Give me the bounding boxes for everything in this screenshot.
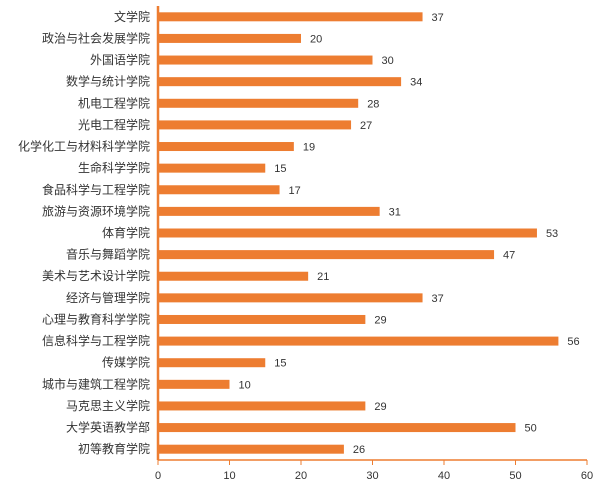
x-tick-label: 0	[155, 470, 161, 482]
bar	[158, 77, 402, 87]
value-label: 37	[432, 12, 444, 24]
category-label: 大学英语教学部	[66, 420, 150, 435]
category-labels: 文学院政治与社会发展学院外国语学院数学与统计学院机电工程学院光电工程学院化学化工…	[18, 9, 150, 456]
value-label: 53	[546, 228, 558, 240]
x-tick-label: 20	[295, 470, 307, 482]
category-label: 文学院	[114, 9, 150, 24]
bar	[158, 55, 373, 65]
bar	[158, 12, 423, 22]
category-label: 传媒学院	[102, 355, 150, 370]
x-tick-label: 40	[438, 470, 450, 482]
bar	[158, 33, 301, 43]
bar	[158, 379, 230, 389]
category-label: 外国语学院	[90, 52, 150, 67]
x-tick-label: 60	[581, 470, 593, 482]
category-label: 政治与社会发展学院	[42, 30, 150, 45]
bar	[158, 206, 380, 216]
x-tick-label: 50	[509, 470, 521, 482]
value-label: 26	[353, 444, 365, 456]
x-tick-labels: 0 10 20 30 40 50 60	[155, 470, 593, 482]
value-label: 17	[289, 185, 301, 197]
bars-group	[158, 12, 559, 454]
value-label: 31	[389, 206, 401, 218]
category-label: 旅游与资源环境学院	[42, 203, 150, 218]
bar	[158, 293, 423, 303]
value-label: 20	[310, 33, 322, 45]
bar	[158, 401, 366, 411]
bar	[158, 336, 559, 346]
category-label: 生命科学学院	[78, 160, 150, 175]
bar	[158, 98, 359, 108]
category-label: 数学与统计学院	[66, 74, 150, 89]
category-label: 城市与建筑工程学院	[42, 376, 150, 391]
bar	[158, 423, 516, 433]
category-label: 经济与管理学院	[66, 290, 150, 305]
value-label: 15	[274, 163, 286, 175]
category-label: 化学化工与材料科学学院	[18, 139, 150, 154]
value-labels: 3720303428271915173153472137295615102950…	[239, 12, 580, 456]
bar	[158, 444, 344, 454]
value-label: 29	[374, 314, 386, 326]
bar	[158, 163, 266, 173]
category-label: 心理与教育科学学院	[42, 311, 150, 326]
value-label: 29	[374, 401, 386, 413]
category-label: 马克思主义学院	[66, 398, 150, 413]
category-label: 食品科学与工程学院	[42, 182, 150, 197]
value-label: 10	[239, 379, 251, 391]
bar	[158, 271, 309, 281]
value-label: 50	[525, 423, 537, 435]
category-label: 体育学院	[102, 225, 150, 240]
value-label: 28	[367, 98, 379, 110]
axes-group	[156, 6, 588, 465]
x-tick-label: 30	[366, 470, 378, 482]
category-label: 机电工程学院	[78, 95, 150, 110]
bar	[158, 228, 537, 238]
category-label: 美术与艺术设计学院	[42, 268, 150, 283]
value-label: 37	[432, 293, 444, 305]
bar	[158, 358, 266, 368]
x-tick-label: 10	[223, 470, 235, 482]
value-label: 30	[382, 55, 394, 67]
bar	[158, 250, 495, 260]
category-label: 光电工程学院	[78, 117, 150, 132]
value-label: 47	[503, 250, 515, 262]
value-label: 15	[274, 358, 286, 370]
value-label: 27	[360, 120, 372, 132]
value-label: 19	[303, 142, 315, 154]
value-label: 56	[567, 336, 579, 348]
bar	[158, 185, 280, 195]
category-label: 信息科学与工程学院	[42, 333, 150, 348]
value-label: 21	[317, 271, 329, 283]
category-label: 音乐与舞蹈学院	[66, 247, 150, 262]
bar	[158, 120, 352, 130]
value-label: 34	[410, 77, 422, 89]
category-label: 初等教育学院	[78, 441, 150, 456]
bar	[158, 142, 294, 152]
bar	[158, 314, 366, 324]
